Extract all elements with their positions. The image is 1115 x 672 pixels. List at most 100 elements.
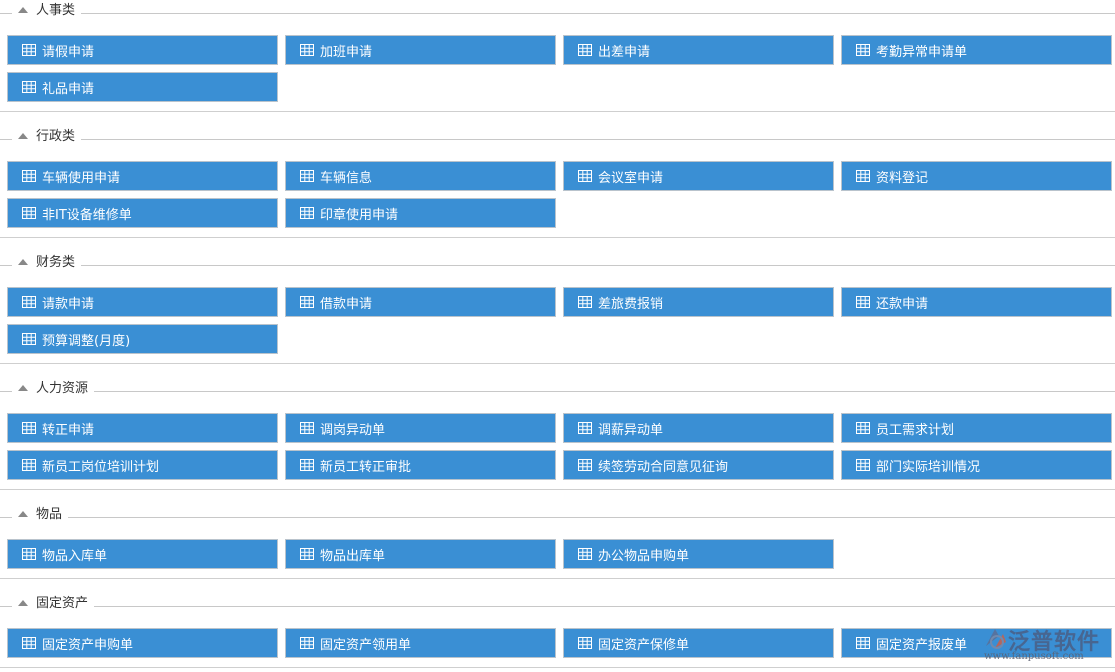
- triangle-up-icon[interactable]: [18, 385, 28, 391]
- form-button[interactable]: 车辆信息: [285, 161, 556, 191]
- form-button-label: 会议室申请: [598, 170, 664, 186]
- table-grid-icon: [856, 44, 876, 56]
- form-button[interactable]: 车辆使用申请: [7, 161, 278, 191]
- table-grid-icon: [856, 637, 876, 649]
- table-grid-icon: [300, 207, 320, 219]
- section-toggle[interactable]: 人力资源: [12, 381, 95, 397]
- section-toggle[interactable]: 人事类: [12, 3, 82, 19]
- form-button[interactable]: 会议室申请: [563, 161, 834, 191]
- form-button[interactable]: 新员工转正审批: [285, 450, 556, 480]
- table-grid-icon: [300, 637, 320, 649]
- form-button[interactable]: 固定资产申购单: [7, 628, 278, 658]
- table-grid-icon: [22, 637, 42, 649]
- table-grid-icon: [22, 296, 42, 308]
- table-grid-icon: [578, 637, 598, 649]
- form-button[interactable]: 调薪异动单: [563, 413, 834, 443]
- form-button[interactable]: 物品入库单: [7, 539, 278, 569]
- form-button[interactable]: 差旅费报销: [563, 287, 834, 317]
- section-items: 物品入库单 物品出库单 办公物品申购单: [0, 539, 1115, 569]
- watermark-name: 泛普软件: [1008, 630, 1101, 655]
- form-button-label: 借款申请: [320, 296, 373, 312]
- form-button[interactable]: 资料登记: [841, 161, 1112, 191]
- form-button-label: 固定资产领用单: [320, 637, 412, 653]
- section-6: 固定资产固定资产申购单 固定资产领用单 固定资产保修单 固定资产报废单: [0, 579, 1115, 668]
- table-grid-icon: [22, 548, 42, 560]
- table-grid-icon: [578, 459, 598, 471]
- form-button[interactable]: 还款申请: [841, 287, 1112, 317]
- logo-icon: [986, 629, 1006, 649]
- triangle-up-icon[interactable]: [18, 511, 28, 517]
- form-button-label: 调薪异动单: [598, 422, 664, 438]
- form-button-label: 转正申请: [42, 422, 95, 438]
- triangle-up-icon[interactable]: [18, 7, 28, 13]
- section-title: 财务类: [36, 255, 76, 270]
- form-button-label: 车辆信息: [320, 170, 373, 186]
- section-toggle[interactable]: 固定资产: [12, 596, 95, 612]
- section-toggle[interactable]: 行政类: [12, 129, 82, 145]
- section-toggle[interactable]: 财务类: [12, 255, 82, 271]
- table-grid-icon: [300, 459, 320, 471]
- section-items: 车辆使用申请 车辆信息 会议室申请 资料登记非IT设备维修单 印章使用申请: [0, 161, 1115, 228]
- section-5: 物品物品入库单 物品出库单 办公物品申购单: [0, 490, 1115, 579]
- form-button[interactable]: 部门实际培训情况: [841, 450, 1112, 480]
- form-button[interactable]: 固定资产领用单: [285, 628, 556, 658]
- section-2: 行政类车辆使用申请 车辆信息 会议室申请 资料登记非IT设备维修单 印章使用申请: [0, 112, 1115, 238]
- table-grid-icon: [22, 459, 42, 471]
- table-grid-icon: [300, 44, 320, 56]
- form-button[interactable]: 物品出库单: [285, 539, 556, 569]
- form-button[interactable]: 考勤异常申请单: [841, 35, 1112, 65]
- form-button[interactable]: 印章使用申请: [285, 198, 556, 228]
- form-button[interactable]: 借款申请: [285, 287, 556, 317]
- form-button[interactable]: 固定资产报废单: [841, 628, 1112, 658]
- table-grid-icon: [22, 170, 42, 182]
- section-header: 人事类: [0, 0, 1115, 26]
- form-button-label: 礼品申请: [42, 81, 95, 97]
- table-grid-icon: [578, 44, 598, 56]
- section-header: 行政类: [0, 126, 1115, 152]
- table-grid-icon: [300, 296, 320, 308]
- section-divider: [0, 606, 1115, 607]
- triangle-up-icon[interactable]: [18, 600, 28, 606]
- section-divider: [0, 517, 1115, 518]
- section-3: 财务类请款申请 借款申请 差旅费报销 还款申请预算调整(月度): [0, 238, 1115, 364]
- form-button-label: 办公物品申购单: [598, 548, 690, 564]
- form-button[interactable]: 非IT设备维修单: [7, 198, 278, 228]
- form-button-label: 新员工岗位培训计划: [42, 459, 160, 475]
- form-button[interactable]: 新员工岗位培训计划: [7, 450, 278, 480]
- form-button[interactable]: 出差申请: [563, 35, 834, 65]
- triangle-up-icon[interactable]: [18, 133, 28, 139]
- form-button[interactable]: 请假申请: [7, 35, 278, 65]
- form-button[interactable]: 加班申请: [285, 35, 556, 65]
- form-button-label: 固定资产申购单: [42, 637, 134, 653]
- section-title: 行政类: [36, 129, 76, 144]
- form-button[interactable]: 固定资产保修单: [563, 628, 834, 658]
- table-grid-icon: [578, 422, 598, 434]
- form-button[interactable]: 礼品申请: [7, 72, 278, 102]
- table-grid-icon: [578, 296, 598, 308]
- section-title: 人事类: [36, 3, 76, 18]
- table-grid-icon: [300, 548, 320, 560]
- form-button[interactable]: 调岗异动单: [285, 413, 556, 443]
- table-grid-icon: [300, 422, 320, 434]
- triangle-up-icon[interactable]: [18, 259, 28, 265]
- form-button[interactable]: 转正申请: [7, 413, 278, 443]
- form-button-label: 物品出库单: [320, 548, 386, 564]
- table-grid-icon: [856, 422, 876, 434]
- section-divider: [0, 139, 1115, 140]
- form-button[interactable]: 续签劳动合同意见征询: [563, 450, 834, 480]
- form-button-label: 固定资产保修单: [598, 637, 690, 653]
- form-button[interactable]: 请款申请: [7, 287, 278, 317]
- watermark-logo: 泛普软件 www.fanpusoft.com: [982, 624, 1107, 664]
- form-button[interactable]: 员工需求计划: [841, 413, 1112, 443]
- watermark-url: www.fanpusoft.com: [984, 651, 1084, 662]
- section-toggle[interactable]: 物品: [12, 507, 69, 523]
- section-items: 固定资产申购单 固定资产领用单 固定资产保修单 固定资产报废单: [0, 628, 1115, 658]
- section-title: 物品: [36, 507, 63, 522]
- table-grid-icon: [856, 296, 876, 308]
- section-header: 人力资源: [0, 378, 1115, 404]
- form-button-label: 部门实际培训情况: [876, 459, 981, 475]
- table-grid-icon: [856, 459, 876, 471]
- form-button-label: 物品入库单: [42, 548, 108, 564]
- form-button[interactable]: 办公物品申购单: [563, 539, 834, 569]
- form-button[interactable]: 预算调整(月度): [7, 324, 278, 354]
